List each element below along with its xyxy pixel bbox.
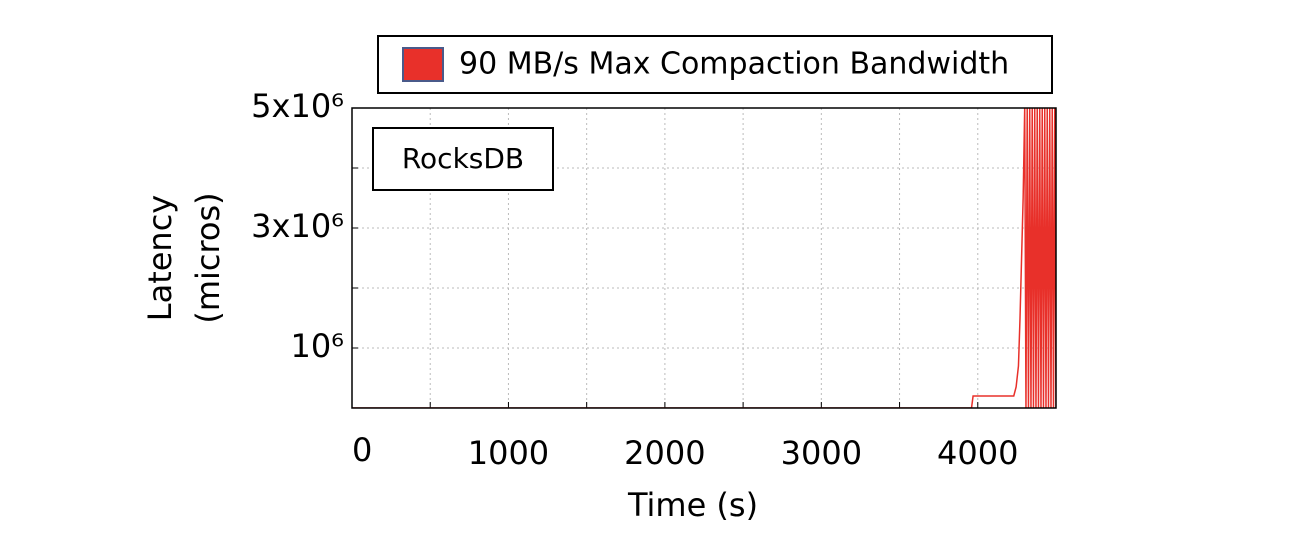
legend-box xyxy=(377,35,1053,94)
x-tick-label: 1000 xyxy=(468,434,549,472)
y-tick-label: 3x10⁶ xyxy=(251,207,344,245)
annotation: RocksDB xyxy=(402,142,524,175)
y-tick-label: 5x10⁶ xyxy=(251,87,344,125)
x-axis-label: Time (s) xyxy=(627,486,758,524)
plot-frame xyxy=(351,107,1057,409)
x-tick-label: 0 xyxy=(352,431,372,469)
y-axis-label: (micros) xyxy=(189,192,227,323)
x-tick-label: 4000 xyxy=(937,434,1018,472)
legend-label: 90 MB/s Max Compaction Bandwidth xyxy=(459,47,1009,82)
y-tick-label: 10⁶ xyxy=(290,327,344,365)
annotation-box xyxy=(372,127,554,191)
y-axis-label: Latency xyxy=(141,195,179,321)
x-tick-label: 3000 xyxy=(781,434,862,472)
data-line xyxy=(352,108,1056,408)
x-tick-label: 2000 xyxy=(624,434,705,472)
legend-swatch xyxy=(402,47,444,82)
series xyxy=(352,108,1056,408)
